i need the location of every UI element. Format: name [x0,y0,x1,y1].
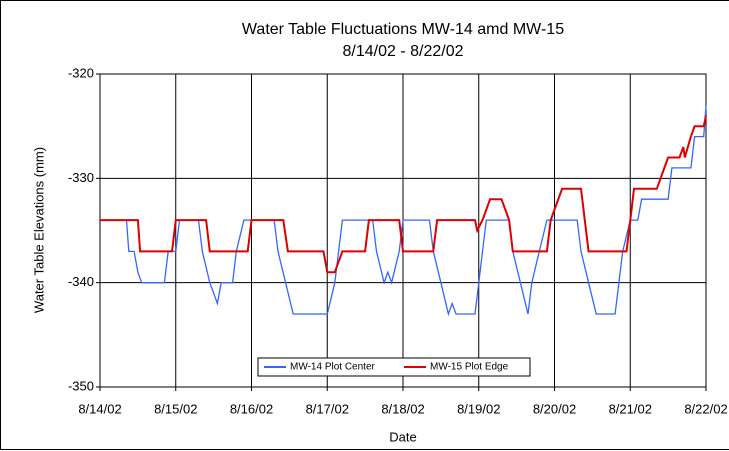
y-tick-label: -320 [68,65,94,80]
x-tick-label: 8/21/02 [609,401,652,416]
legend-label: MW-15 Plot Edge [430,362,509,373]
legend-box [257,357,531,377]
x-tick-label: 8/19/02 [457,401,500,416]
series-line [100,105,707,317]
y-tick-label: -330 [68,170,94,185]
x-tick-label: 8/16/02 [230,401,273,416]
x-tick-label: 8/18/02 [381,401,424,416]
chart-subtitle: 8/14/02 - 8/22/02 [343,43,464,60]
x-tick-label: 8/14/02 [78,401,121,416]
y-tick-label: -350 [68,378,94,393]
chart-title: Water Table Fluctuations MW-14 amd MW-15 [242,21,564,38]
plot-frame [99,73,707,388]
x-tick-label: 8/15/02 [154,401,197,416]
x-tick-label: 8/20/02 [533,401,576,416]
legend-label: MW-14 Plot Center [290,362,376,373]
y-tick-label: -340 [68,274,94,289]
x-axis-label: Date [389,429,416,444]
x-tick-label: 8/22/02 [684,401,727,416]
x-tick-label: 8/17/02 [306,401,349,416]
y-axis-label: Water Table Elevations (mm) [31,147,46,313]
series-line [100,115,707,274]
